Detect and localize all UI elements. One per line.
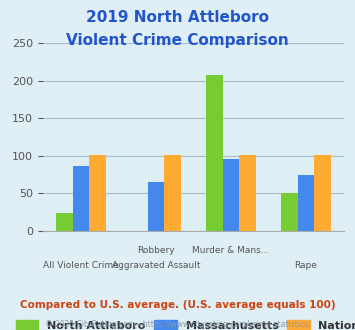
Bar (73, 166, 89, 231)
Bar (281, 193, 297, 231)
Text: Aggravated Assault: Aggravated Assault (112, 261, 200, 270)
Bar (56, 213, 73, 231)
Bar (89, 155, 106, 231)
Legend: North Attleboro, Massachusetts, National: North Attleboro, Massachusetts, National (12, 315, 355, 330)
Text: Robbery: Robbery (137, 246, 175, 255)
Text: All Violent Crime: All Violent Crime (43, 261, 119, 270)
Bar (164, 155, 181, 231)
Text: Rape: Rape (294, 261, 317, 270)
Text: Violent Crime Comparison: Violent Crime Comparison (66, 33, 289, 48)
Text: Murder & Mans...: Murder & Mans... (192, 246, 270, 255)
Text: Compared to U.S. average. (U.S. average equals 100): Compared to U.S. average. (U.S. average … (20, 300, 335, 310)
Text: 2019 North Attleboro: 2019 North Attleboro (86, 10, 269, 25)
Bar (148, 182, 164, 231)
Bar (223, 159, 239, 231)
Bar (206, 75, 223, 231)
Bar (239, 155, 256, 231)
Bar (297, 175, 314, 231)
Bar (314, 155, 331, 231)
Text: © 2025 CityRating.com - https://www.cityrating.com/crime-statistics/: © 2025 CityRating.com - https://www.city… (45, 320, 310, 329)
